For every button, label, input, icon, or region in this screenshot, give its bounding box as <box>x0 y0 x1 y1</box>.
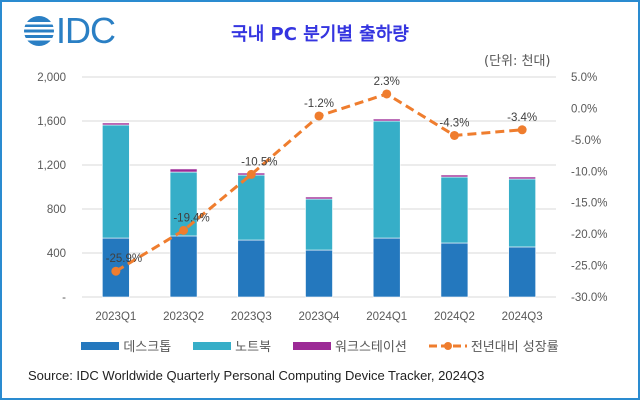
bar-workstation <box>169 168 198 173</box>
growth-data-label: -4.3% <box>439 117 469 129</box>
growth-point <box>382 89 392 99</box>
x-tick-label: 2023Q4 <box>299 311 341 323</box>
x-tick-label: 2023Q2 <box>163 311 204 323</box>
y-tick-label: - <box>62 292 66 304</box>
x-tick-label: 2024Q1 <box>366 311 407 323</box>
growth-data-label: 2.3% <box>374 76 400 88</box>
bar-notebook <box>169 171 198 237</box>
legend-line-marker <box>428 341 467 350</box>
y-tick-label: 2,000 <box>37 72 66 84</box>
growth-data-label: -10.5% <box>241 156 277 168</box>
bar-desktop <box>372 237 401 298</box>
legend-label: 데스크톱 <box>123 340 172 355</box>
growth-point <box>179 225 189 235</box>
legend-swatch <box>193 341 232 350</box>
growth-point <box>314 111 324 121</box>
bar-desktop <box>169 235 198 298</box>
growth-point <box>246 169 256 179</box>
y-tick-label: 1,600 <box>37 116 66 128</box>
growth-data-label: -1.2% <box>304 98 334 110</box>
y-tick-label: 400 <box>47 248 66 260</box>
idc-logo: IDC <box>22 10 116 51</box>
y-tick-label: 1,200 <box>37 160 66 172</box>
y2-tick-label: 0.0% <box>571 103 597 115</box>
y2-tick-label: -15.0% <box>571 198 607 210</box>
y2-tick-label: 5.0% <box>571 72 597 84</box>
bar-workstation <box>305 196 333 200</box>
logo-text: IDC <box>56 10 116 51</box>
bar-workstation <box>102 122 130 126</box>
growth-point <box>111 266 121 276</box>
legend-swatch <box>81 341 120 350</box>
legend: 데스크톱 노트북 워크스테이션 전년대비 성장률 <box>0 336 640 355</box>
bar-desktop <box>440 242 469 298</box>
source-note: Source: IDC Worldwide Quarterly Personal… <box>28 368 485 383</box>
y2-tick-label: -20.0% <box>571 229 607 241</box>
legend-workstation: 워크스테이션 <box>293 336 407 355</box>
legend-label: 전년대비 성장률 <box>470 340 559 355</box>
legend-growth: 전년대비 성장률 <box>428 336 559 355</box>
bar-notebook <box>440 176 469 244</box>
growth-point <box>449 130 459 140</box>
legend-label: 워크스테이션 <box>335 340 407 355</box>
bar-desktop <box>237 239 266 298</box>
globe-icon <box>22 16 56 46</box>
legend-swatch <box>293 341 332 350</box>
x-tick-label: 2024Q2 <box>434 311 475 323</box>
bar-desktop <box>508 246 536 298</box>
x-tick-label: 2023Q1 <box>95 311 136 323</box>
bar-notebook <box>372 120 401 239</box>
bar-workstation <box>440 174 469 178</box>
growth-data-label: -25.9% <box>106 253 142 265</box>
bar-notebook <box>102 124 130 239</box>
bar-notebook <box>508 178 536 248</box>
y2-tick-label: -30.0% <box>571 292 607 304</box>
y2-tick-label: -5.0% <box>571 135 601 147</box>
growth-data-label: -3.4% <box>507 112 537 124</box>
legend-label: 노트북 <box>235 340 272 355</box>
bar-notebook <box>305 198 333 251</box>
unit-note: (단위: 천대) <box>484 54 551 69</box>
growth-data-label: -19.4% <box>173 212 209 224</box>
bar-workstation <box>372 118 401 122</box>
bar-desktop <box>305 249 333 298</box>
growth-point <box>517 125 527 135</box>
bar-notebook <box>237 174 266 241</box>
legend-notebook: 노트북 <box>193 336 271 355</box>
x-tick-label: 2023Q3 <box>231 311 272 323</box>
x-tick-label: 2024Q3 <box>502 311 543 323</box>
legend-desktop: 데스크톱 <box>81 336 171 355</box>
y2-tick-label: -10.0% <box>571 166 607 178</box>
bar-workstation <box>508 176 536 180</box>
y2-tick-label: -25.0% <box>571 261 607 273</box>
y-tick-label: 800 <box>47 204 66 216</box>
chart-title: 국내 PC 분기별 출하량 <box>231 24 409 45</box>
